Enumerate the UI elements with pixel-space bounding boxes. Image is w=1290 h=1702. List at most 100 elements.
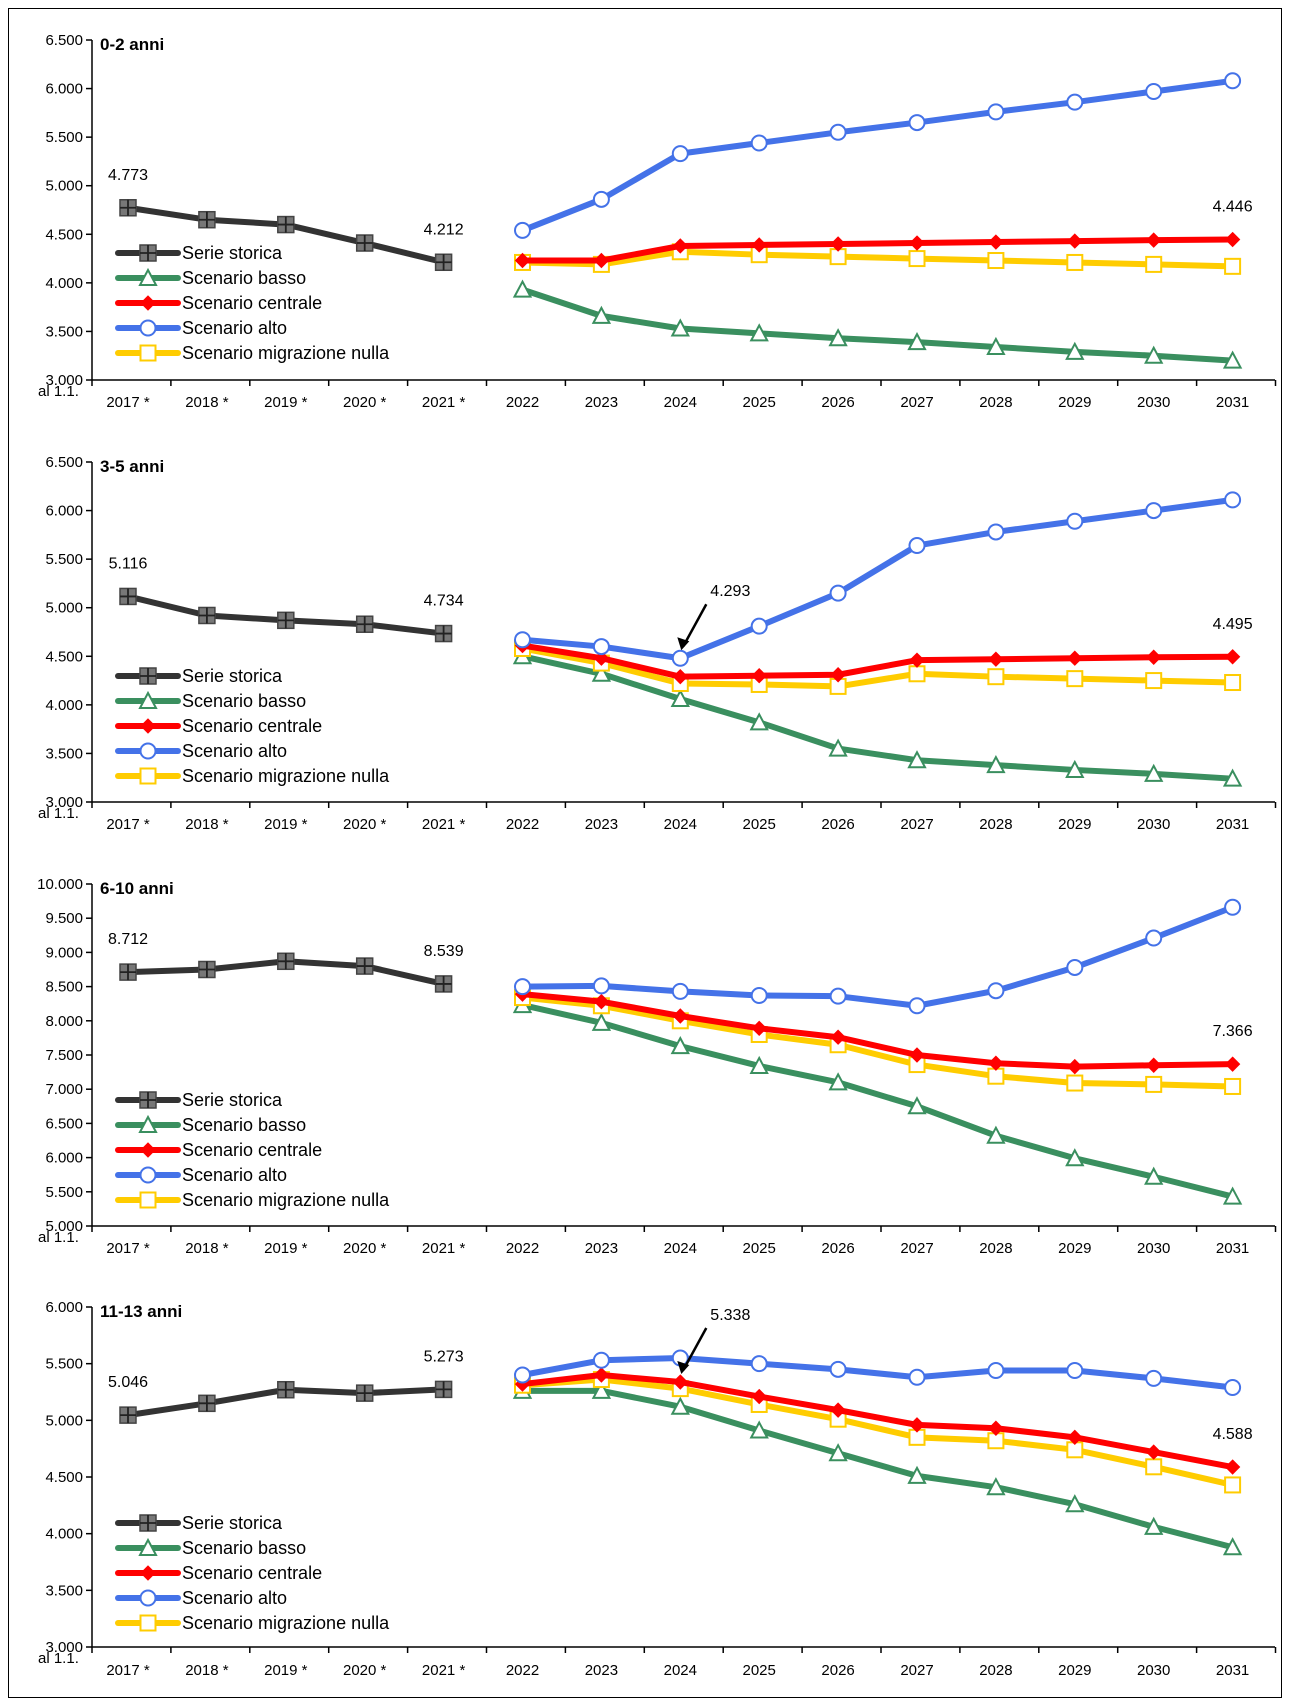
series-line-basso [519,1387,1236,1551]
point-basso [670,688,690,708]
point-storica-cross [198,961,215,978]
point-centrale [1224,649,1241,665]
x-tick-label: 2030 [1137,394,1170,411]
series-line-centrale [519,1372,1236,1471]
series-storica [119,1380,453,1424]
point-storica-cross [435,1381,452,1398]
point-storica-cross [356,616,373,633]
series-line-centrale [519,642,1236,680]
legend-marker-storica-cross [140,1092,156,1108]
x-tick-label: 2026 [821,1662,854,1679]
legend-marker-centrale [140,1142,156,1158]
legend-marker-basso [138,1537,158,1556]
x-tick-label: 2025 [743,1662,776,1679]
point-centrale [830,236,846,252]
point-basso [986,754,1006,774]
y-tick-label: 8.000 [45,1013,83,1030]
point-centrale [988,651,1004,667]
x-tick-label: 2030 [1137,1662,1170,1679]
annotation-arrow [682,603,708,647]
data-label: 4.495 [1213,616,1253,633]
x-tick-label: 2019 * [264,816,308,833]
x-tick-label: 2026 [821,816,854,833]
series-basso [512,646,1243,787]
point-centrale [830,1402,846,1418]
point-alto [750,617,768,635]
x-tick-label: 2029 [1058,394,1091,411]
series-storica [119,199,453,272]
y-tick-label: 3.500 [45,1582,83,1599]
data-label: 7.366 [1213,1023,1253,1040]
point-centrale [1067,1429,1083,1446]
point-centrale [751,668,767,684]
point-alto [1066,93,1084,111]
point-alto [671,649,689,667]
series-line-migrazione [519,994,1236,1090]
point-storica-cross [198,1395,215,1412]
x-tick-label: 2031 [1216,394,1249,411]
point-alto [514,1366,531,1384]
x-tick-label: 2029 [1058,816,1091,833]
point-alto [592,977,610,995]
legend: Serie storica Scenario basso Scenario cent… [115,1090,390,1210]
point-storica-cross [277,612,294,629]
y-tick-label: 5.500 [45,551,83,568]
legend-label-basso: Scenario basso [182,1115,306,1135]
point-centrale [830,667,846,683]
legend-label-alto: Scenario alto [182,1165,287,1185]
y-tick-label: 4.500 [45,648,83,665]
point-basso [1222,1537,1243,1556]
point-alto [829,987,847,1005]
x-tick-label: 2017 * [106,1240,150,1257]
y-tick-label: 5.500 [45,129,83,146]
y-tick-label: 10.000 [37,876,83,893]
x-tick-label: 2020 * [343,394,387,411]
series-centrale [514,231,1241,269]
x-tick-label: 2028 [979,1240,1012,1257]
legend: Serie storica Scenario basso Scenario cent… [115,1513,390,1633]
annotation-arrow [682,1327,708,1371]
legend-label-centrale: Scenario centrale [182,1563,322,1583]
x-tick-label: 2017 * [106,394,150,411]
data-label: 5.338 [710,1307,750,1324]
point-centrale [1145,232,1162,248]
point-migrazione [987,252,1005,270]
point-centrale [1224,1056,1241,1072]
y-tick-label: 6.000 [45,1299,83,1316]
point-migrazione [1066,1074,1084,1092]
series-line-centrale [519,991,1236,1070]
point-centrale [988,1420,1004,1436]
point-centrale [593,993,610,1010]
point-basso [986,1125,1006,1144]
point-alto [750,986,768,1004]
x-tick-label: 2018 * [185,1662,229,1679]
point-alto [987,523,1005,541]
x-tick-label: 2022 [506,816,539,833]
legend: Serie storica Scenario basso Scenario cent… [115,666,390,786]
point-basso [591,1012,612,1031]
x-tick-label: 2023 [585,816,618,833]
x-tick-label: 2023 [585,1240,618,1257]
series-alto [514,898,1242,1015]
point-alto [1066,958,1084,976]
x-tick-label: 2018 * [185,394,229,411]
x-tick-label: 2020 * [343,816,387,833]
x-axis-prefix: al 1.1. [38,1650,79,1667]
point-basso [1065,1494,1085,1513]
point-storica-cross [277,1381,294,1398]
point-centrale [988,234,1004,250]
x-tick-label: 2022 [506,1662,539,1679]
x-axis-prefix: al 1.1. [38,383,79,400]
point-centrale [751,1020,767,1037]
x-tick-label: 2027 [900,394,933,411]
point-basso [907,331,927,351]
point-migrazione [1224,674,1242,692]
y-tick-label: 4.500 [45,1469,83,1486]
point-migrazione [1066,670,1084,688]
legend-marker-basso [138,267,158,286]
panel-4: 3.000 3.500 4.000 4.500 5.000 5.500 6.000 2017 … [38,1299,1277,1679]
x-tick-label: 2025 [743,1240,776,1257]
x-tick-label: 2026 [821,394,854,411]
x-tick-label: 2028 [979,816,1012,833]
